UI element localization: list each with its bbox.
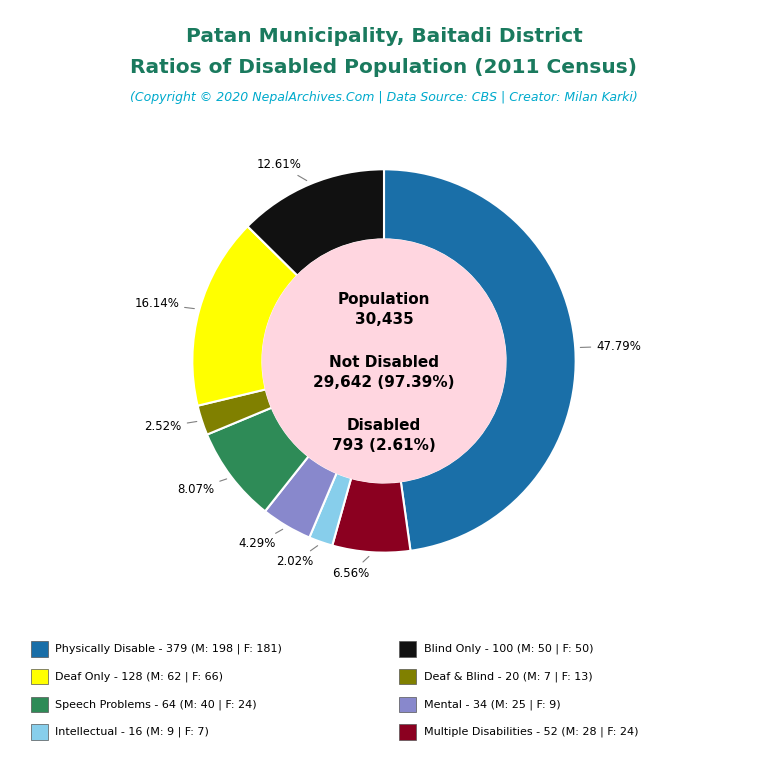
Text: Population
30,435: Population 30,435 [338,292,430,327]
Wedge shape [333,478,410,553]
Wedge shape [310,473,351,545]
Wedge shape [247,169,384,276]
Text: Not Disabled
29,642 (97.39%): Not Disabled 29,642 (97.39%) [313,356,455,390]
Text: Mental - 34 (M: 25 | F: 9): Mental - 34 (M: 25 | F: 9) [424,699,561,710]
Wedge shape [192,227,297,406]
Text: Blind Only - 100 (M: 50 | F: 50): Blind Only - 100 (M: 50 | F: 50) [424,644,594,654]
Text: 6.56%: 6.56% [333,557,369,580]
Wedge shape [197,389,272,435]
Text: 4.29%: 4.29% [238,529,283,551]
Text: Intellectual - 16 (M: 9 | F: 7): Intellectual - 16 (M: 9 | F: 7) [55,727,209,737]
Text: 2.52%: 2.52% [144,420,197,433]
Text: Speech Problems - 64 (M: 40 | F: 24): Speech Problems - 64 (M: 40 | F: 24) [55,699,257,710]
Text: 8.07%: 8.07% [177,479,227,496]
Wedge shape [384,169,576,551]
Wedge shape [265,456,336,538]
Text: 2.02%: 2.02% [276,546,318,568]
Text: Patan Municipality, Baitadi District: Patan Municipality, Baitadi District [186,27,582,46]
Circle shape [263,240,505,482]
Text: Deaf Only - 128 (M: 62 | F: 66): Deaf Only - 128 (M: 62 | F: 66) [55,671,223,682]
Text: Disabled
793 (2.61%): Disabled 793 (2.61%) [332,419,436,453]
Text: Physically Disable - 379 (M: 198 | F: 181): Physically Disable - 379 (M: 198 | F: 18… [55,644,282,654]
Text: (Copyright © 2020 NepalArchives.Com | Data Source: CBS | Creator: Milan Karki): (Copyright © 2020 NepalArchives.Com | Da… [130,91,638,104]
Text: Multiple Disabilities - 52 (M: 28 | F: 24): Multiple Disabilities - 52 (M: 28 | F: 2… [424,727,638,737]
Text: 16.14%: 16.14% [134,297,194,310]
Text: Ratios of Disabled Population (2011 Census): Ratios of Disabled Population (2011 Cens… [131,58,637,77]
Text: 12.61%: 12.61% [257,158,306,180]
Text: 47.79%: 47.79% [581,339,641,353]
Text: Deaf & Blind - 20 (M: 7 | F: 13): Deaf & Blind - 20 (M: 7 | F: 13) [424,671,593,682]
Wedge shape [207,408,309,511]
